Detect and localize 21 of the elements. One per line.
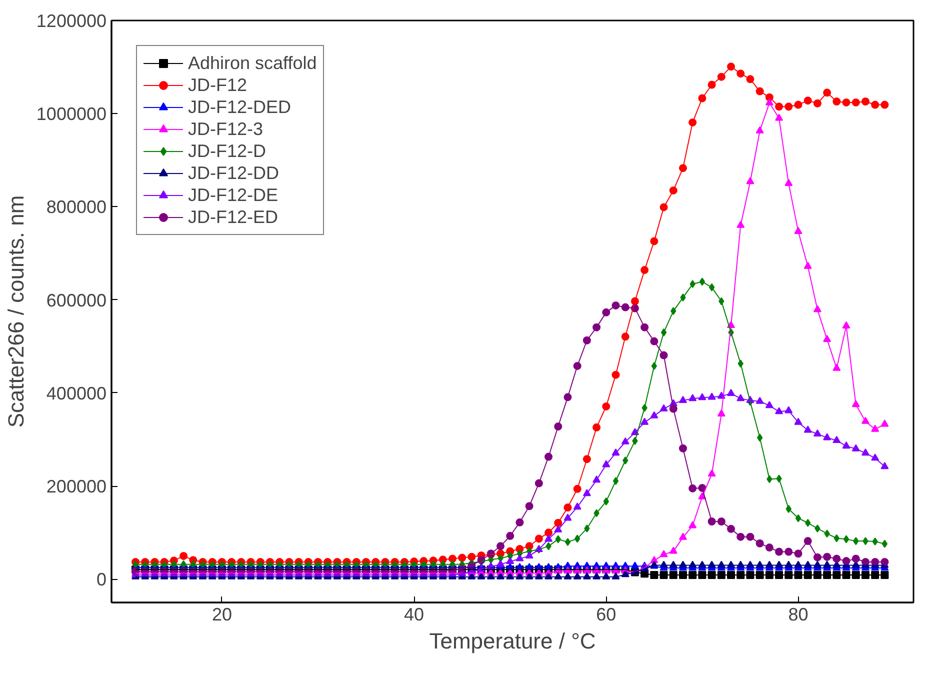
legend-label: JD-F12-DE xyxy=(188,184,278,206)
y-tick-label: 200000 xyxy=(46,476,107,497)
legend-label: Adhiron scaffold xyxy=(188,52,317,74)
x-axis-title: Temperature / °C xyxy=(429,628,596,654)
y-tick-label: 400000 xyxy=(46,383,107,404)
y-tick-label: 1200000 xyxy=(36,11,107,31)
x-tick-label: 20 xyxy=(212,604,232,624)
x-tick-label: 60 xyxy=(596,604,616,624)
y-axis-title: Scatter266 / counts. nm xyxy=(3,195,28,428)
legend-label: JD-F12 xyxy=(188,74,248,96)
legend-label: JD-F12-3 xyxy=(188,118,264,140)
y-tick-label: 1000000 xyxy=(36,104,107,124)
x-tick-label: 80 xyxy=(788,604,808,624)
y-tick-label: 800000 xyxy=(46,197,107,218)
x-tick-label: 40 xyxy=(404,604,424,624)
legend-label: JD-F12-D xyxy=(188,140,266,162)
legend-label: JD-F12-ED xyxy=(188,206,278,228)
legend-label: JD-F12-DD xyxy=(188,162,280,184)
y-tick-label: 600000 xyxy=(46,290,107,310)
legend-label: JD-F12-DED xyxy=(188,96,292,118)
y-tick-label: 0 xyxy=(96,570,107,590)
